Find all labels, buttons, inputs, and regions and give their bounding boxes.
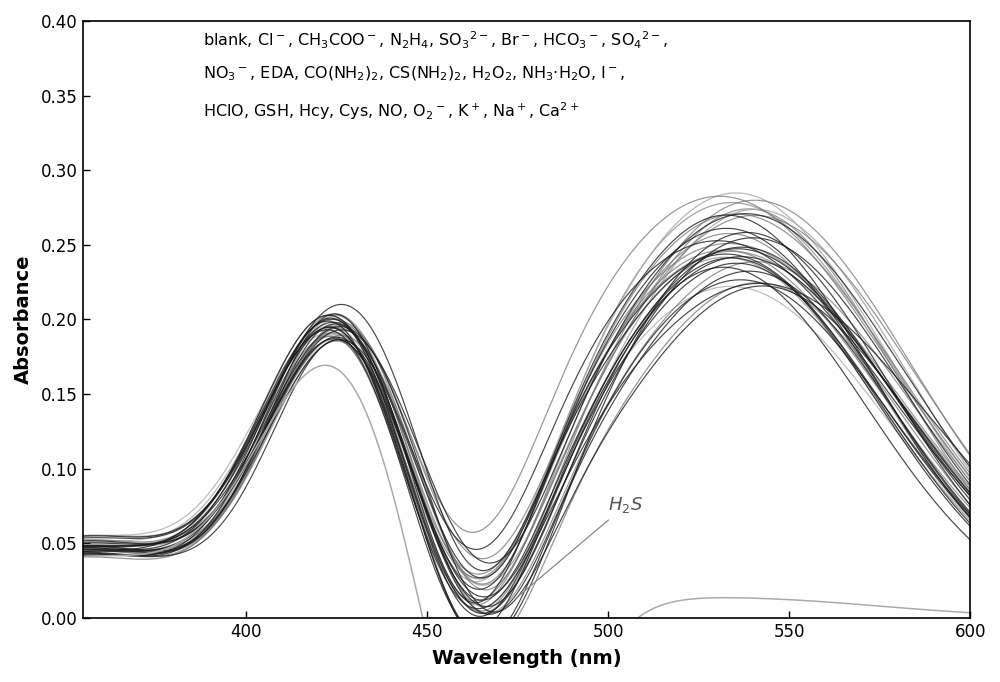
X-axis label: Wavelength (nm): Wavelength (nm): [432, 649, 621, 668]
Text: $H_2S$: $H_2S$: [516, 495, 643, 598]
Text: blank, Cl$^-$, CH$_3$COO$^-$, N$_2$H$_4$, SO$_3$$^{2-}$, Br$^-$, HCO$_3$$^-$, SO: blank, Cl$^-$, CH$_3$COO$^-$, N$_2$H$_4$…: [198, 30, 669, 122]
Y-axis label: Absorbance: Absorbance: [14, 254, 33, 384]
